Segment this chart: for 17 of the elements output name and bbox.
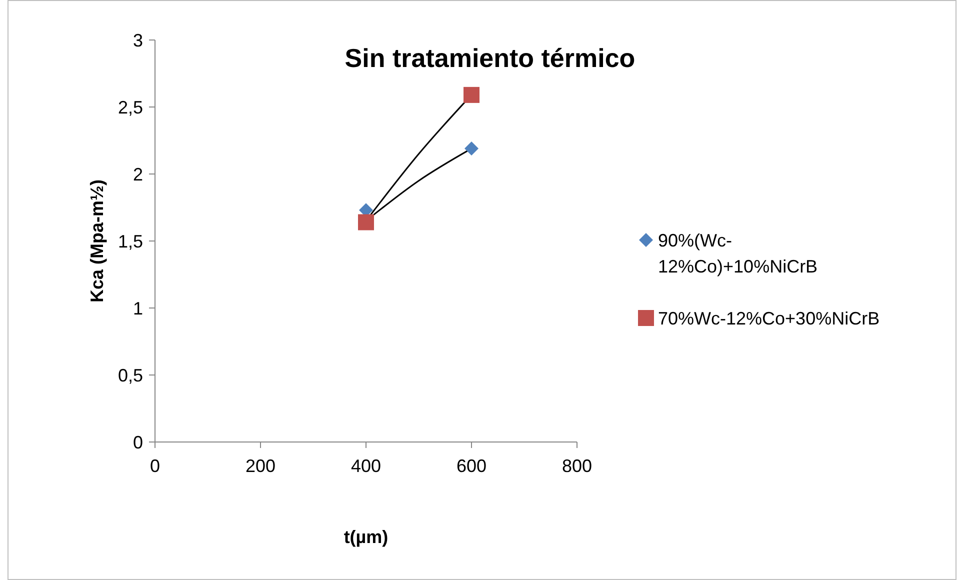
x-tick-label: 800 xyxy=(562,456,592,476)
x-tick-label: 400 xyxy=(350,456,382,476)
y-tick-label: 0,5 xyxy=(118,365,143,386)
chart-title: Sin tratamiento térmico xyxy=(344,43,636,73)
y-tick-label: 1 xyxy=(132,298,143,318)
y-tick-label: 2,5 xyxy=(118,97,143,118)
x-tick-label: 600 xyxy=(456,456,487,476)
y-tick-label: 3 xyxy=(132,30,143,50)
x-tick-label: 0 xyxy=(150,456,160,476)
legend-label: 70%Wc-12%Co+30%NiCrB xyxy=(658,308,880,328)
x-tick-label: 200 xyxy=(245,456,276,476)
y-axis-title: Kca (Mpa-m½) xyxy=(87,179,107,303)
y-tick-label: 0 xyxy=(132,432,143,452)
legend-label: 90%(Wc-12%Co)+10%NiCrB xyxy=(658,230,818,276)
y-tick-label: 2 xyxy=(132,164,143,184)
x-axis-title: t(µm) xyxy=(344,527,388,547)
y-tick-label: 1,5 xyxy=(118,231,143,252)
